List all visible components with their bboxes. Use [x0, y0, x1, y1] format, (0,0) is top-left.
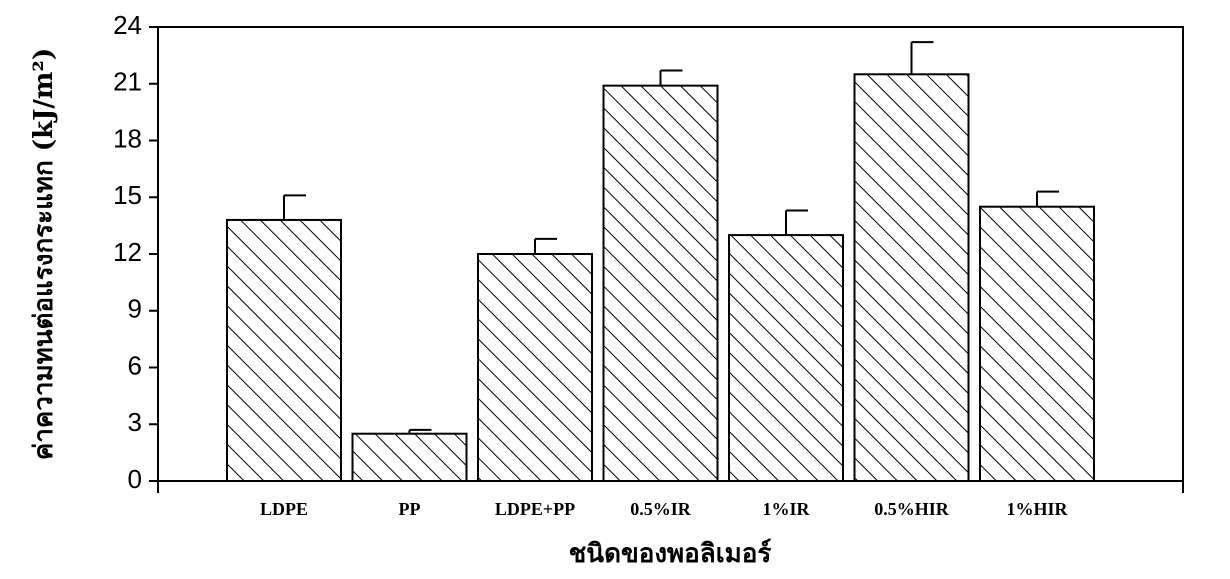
- y-tick-label: 15: [113, 180, 142, 210]
- bar: [728, 234, 844, 482]
- bar: [477, 253, 593, 482]
- y-axis-label: ค่าความทนต่อแรงกระแทก (kJ/m²): [29, 48, 59, 460]
- x-tick-label: 0.5%IR: [630, 499, 692, 519]
- y-tick-label: 6: [128, 350, 142, 380]
- bar: [602, 84, 719, 483]
- y-tick-label: 12: [113, 237, 142, 267]
- y-tick-label: 24: [113, 10, 142, 40]
- bar: [979, 205, 1095, 482]
- bar: [351, 432, 468, 483]
- y-tick-label: 18: [113, 123, 142, 153]
- x-tick-label: 1%HIR: [1006, 499, 1068, 519]
- y-tick-label: 3: [128, 407, 142, 437]
- y-tick-label: 21: [113, 67, 142, 97]
- y-tick-label: 0: [128, 464, 142, 494]
- x-axis-label: ชนิดของพอลิเมอร์: [569, 538, 772, 569]
- x-tick-label: PP: [399, 499, 421, 519]
- y-tick-label: 9: [128, 294, 142, 324]
- x-tick-label: 1%IR: [762, 499, 810, 519]
- x-tick-label: LDPE+PP: [495, 499, 575, 519]
- bar: [226, 218, 342, 482]
- bar: [853, 73, 970, 483]
- x-tick-label: 0.5%HIR: [874, 499, 950, 519]
- x-tick-label: LDPE: [260, 499, 308, 519]
